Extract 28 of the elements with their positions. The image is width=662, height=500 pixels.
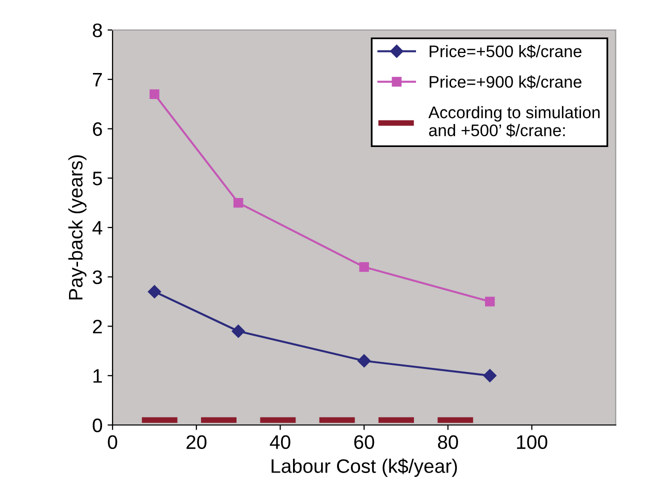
y-tick-label: 8	[92, 23, 102, 38]
point	[233, 198, 244, 208]
y-tick-label: 0	[92, 418, 102, 432]
y-tick-label: 5	[92, 172, 102, 186]
point	[148, 285, 162, 298]
y-tick-label: 4	[92, 221, 102, 235]
x-axis-title: Labour Cost (k$/year)	[272, 458, 457, 477]
point	[358, 354, 371, 368]
point	[232, 324, 245, 338]
x-tick-label: 100	[517, 435, 548, 450]
legend-label: Price=+500 k$/crane	[430, 44, 582, 58]
y-tick-label: 2	[92, 320, 102, 334]
y-tick-label: 6	[92, 122, 102, 136]
x-tick-label: 80	[438, 435, 458, 450]
legend-label: Price=+900 k$/crane	[430, 75, 582, 89]
point	[483, 369, 496, 382]
point	[359, 262, 369, 272]
x-tick-label: 60	[354, 435, 374, 450]
x-tick-label: 0	[108, 435, 118, 450]
point	[150, 89, 160, 100]
x-tick-label: 20	[186, 435, 206, 450]
point	[485, 296, 495, 306]
y-tick-label: 7	[93, 73, 102, 86]
x-tick-label: 40	[270, 435, 290, 450]
legend-label: According to simulation and +500’ $/crane:	[428, 106, 600, 138]
y-tick-label: 1	[93, 369, 102, 383]
y-tick-label: 3	[92, 270, 102, 284]
y-axis-title: Pay-back (years)	[68, 155, 86, 300]
